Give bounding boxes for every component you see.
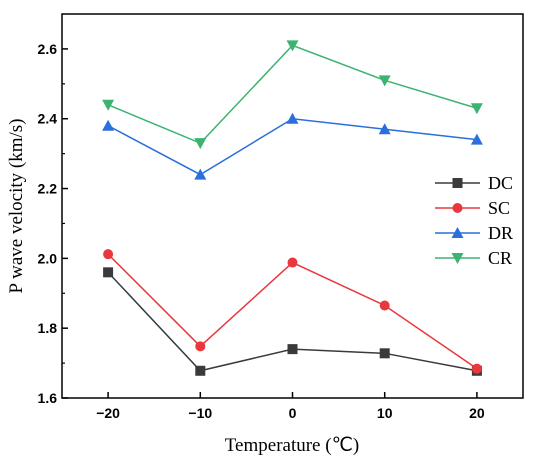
data-point-cr (194, 138, 207, 150)
series-line-cr (107, 44, 478, 145)
data-point-dr (470, 133, 483, 145)
data-point-cr (378, 75, 391, 87)
y-tick-label: 2.2 (38, 181, 58, 197)
x-tick-label: −20 (96, 405, 120, 421)
data-point-sc (471, 363, 482, 374)
legend-label-dr: DR (488, 223, 513, 243)
data-point-dr (378, 123, 391, 135)
data-point-sc (287, 257, 298, 268)
data-point-dr (286, 112, 299, 124)
y-tick-label: 1.6 (38, 390, 58, 406)
legend-marker-dr (451, 227, 464, 238)
legend-marker-dc (452, 178, 463, 188)
legend: DC SC DR CR (435, 173, 513, 268)
legend-label-dc: DC (488, 173, 513, 193)
y-axis-title: P wave velocity (km/s) (6, 118, 27, 293)
x-axis: −20 −10 0 10 20 (96, 392, 485, 421)
data-point-cr (102, 99, 115, 111)
x-tick-label: −10 (188, 405, 212, 421)
y-tick-label: 1.8 (38, 320, 58, 336)
data-point-sc (379, 300, 390, 311)
y-tick-label: 2.6 (38, 41, 58, 57)
series-layer (102, 40, 483, 376)
series-line-dc (107, 271, 478, 372)
x-tick-label: 20 (469, 405, 485, 421)
x-axis-title: Temperature (℃) (225, 435, 359, 456)
x-tick-label: 0 (289, 405, 297, 421)
data-point-dc (195, 365, 206, 376)
legend-label-cr: CR (488, 248, 512, 268)
y-axis: 1.6 1.8 2.0 2.2 2.4 2.6 (38, 41, 68, 406)
data-point-cr (470, 103, 483, 115)
data-point-sc (103, 249, 114, 260)
legend-marker-cr (451, 253, 464, 264)
y-tick-label: 2.4 (38, 111, 58, 127)
legend-marker-sc (452, 203, 463, 213)
y-tick-label: 2.0 (38, 250, 58, 266)
data-point-dc (379, 348, 390, 359)
data-point-cr (286, 40, 299, 52)
x-tick-label: 10 (377, 405, 393, 421)
data-point-dc (103, 267, 114, 278)
data-point-sc (195, 341, 206, 352)
legend-label-sc: SC (488, 198, 510, 218)
data-point-dr (102, 119, 115, 131)
data-point-dc (287, 344, 298, 355)
data-point-dr (194, 168, 207, 180)
